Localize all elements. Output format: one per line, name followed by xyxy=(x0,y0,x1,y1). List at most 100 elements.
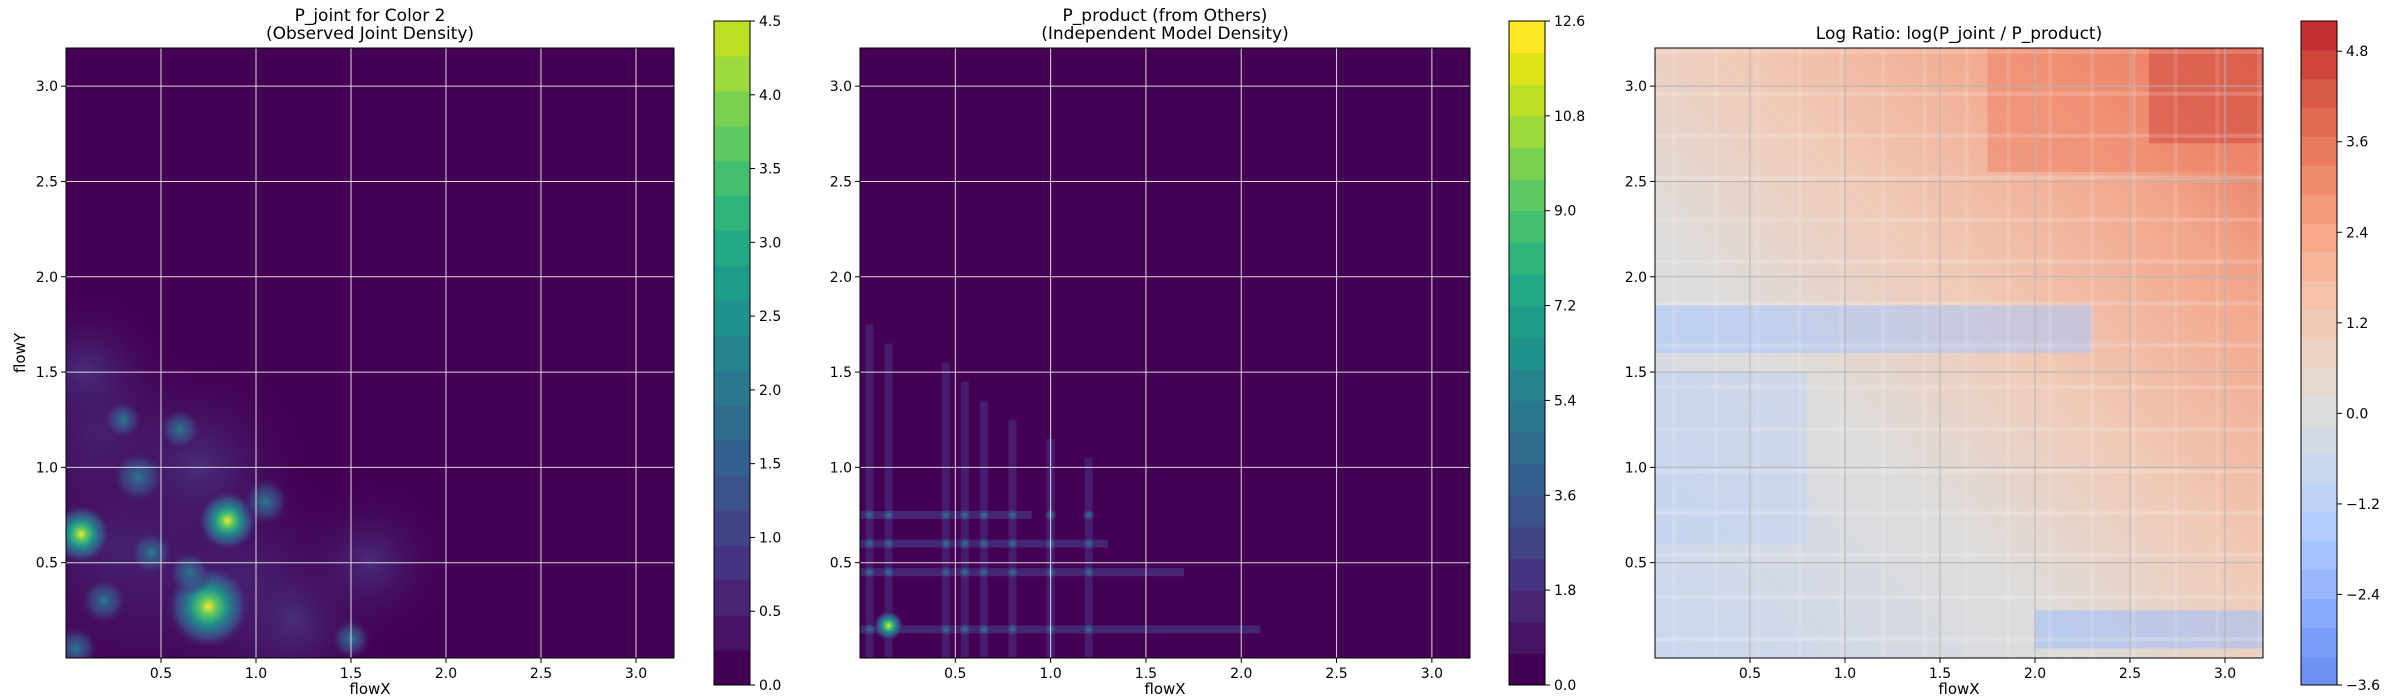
y-axis: 0.5 1.0 1.5 2.0 2.5 3.0 xyxy=(36,79,66,572)
density-column xyxy=(884,343,893,658)
colorbar-band xyxy=(2301,338,2337,368)
x-axis-label: flowX xyxy=(1938,680,1979,698)
colorbar-tick-label: 0.5 xyxy=(759,604,781,620)
colorbar-band xyxy=(2301,598,2337,628)
colorbar-band xyxy=(714,405,750,441)
colorbar-band xyxy=(714,300,750,337)
density-hotspot xyxy=(66,624,100,658)
y-axis: 0.5 1.0 1.5 2.0 2.5 3.0 xyxy=(830,79,860,572)
colorbar-band xyxy=(1509,526,1545,560)
y-tick-label: 0.5 xyxy=(36,556,58,572)
x-tick-label: 2.0 xyxy=(1230,666,1252,682)
colorbar-band xyxy=(2301,49,2337,80)
colorbar-band xyxy=(1509,653,1545,686)
y-tick-label: 2.0 xyxy=(36,270,58,286)
x-tick-label: 0.5 xyxy=(150,666,172,682)
chart-title-line1: P_joint for Color 2 xyxy=(295,6,446,26)
density-cell xyxy=(976,622,991,637)
y-axis: 0.5 1.0 1.5 2.0 2.5 3.0 xyxy=(1625,79,1655,572)
colorbar-ticks: 0.0 0.5 1.0 1.5 2.0 2.5 3.0 3.5 4.0 4.5 xyxy=(750,14,781,694)
panel-log-ratio: 0.5 1.0 1.5 2.0 2.5 3.0 0.5 1.0 1.5 2.0 2.5 3.0 Lo… xyxy=(1625,20,2380,698)
x-axis-label: flowX xyxy=(1144,680,1185,698)
colorbar-band xyxy=(2301,396,2337,426)
colorbar-band xyxy=(2301,540,2337,571)
density-cell xyxy=(976,536,991,551)
x-axis: 0.5 1.0 1.5 2.0 2.5 3.0 xyxy=(944,658,1443,682)
density-hotspot xyxy=(240,476,291,528)
x-tick-label: 1.5 xyxy=(1135,666,1157,682)
x-tick-label: 0.5 xyxy=(1739,666,1761,682)
colorbar-tick-label: 4.5 xyxy=(759,14,781,30)
colorbar-band xyxy=(714,55,750,92)
colorbar-tick-label: 12.6 xyxy=(1554,14,1585,30)
y-tick-label: 3.0 xyxy=(1625,79,1647,95)
colorbar-band xyxy=(714,510,750,546)
colorbar-band xyxy=(2301,280,2337,311)
colorbar-band xyxy=(714,230,750,267)
x-tick-label: 3.0 xyxy=(625,666,647,682)
y-tick-label: 1.0 xyxy=(1625,460,1647,476)
colorbar-band xyxy=(714,195,750,232)
colorbar-band xyxy=(2301,454,2337,484)
density-cell xyxy=(957,508,972,523)
x-tick-label: 1.0 xyxy=(1834,666,1856,682)
colorbar-tick-label: 10.8 xyxy=(1554,109,1585,125)
y-tick-label: 0.5 xyxy=(830,556,852,572)
colorbar-band xyxy=(2301,21,2337,51)
colorbar-band xyxy=(714,545,750,581)
colorbar-band xyxy=(714,440,750,476)
x-tick-label: 2.0 xyxy=(2024,666,2046,682)
colorbar-band xyxy=(714,335,750,371)
colorbar-band xyxy=(2301,656,2337,686)
colorbar-band xyxy=(2301,309,2337,340)
colorbar-band xyxy=(2301,569,2337,599)
positive-region xyxy=(2149,48,2263,144)
colorbar-band xyxy=(1509,242,1545,275)
colorbar-band xyxy=(714,265,750,302)
colorbar-tick-label: 0.0 xyxy=(759,678,781,694)
panel-product-density: 0.5 1.0 1.5 2.0 2.5 3.0 0.5 1.0 1.5 2.0 2.5 3.0 P_… xyxy=(830,6,1586,698)
density-hotspot xyxy=(157,406,203,452)
colorbar-tick-label: 0.0 xyxy=(2346,406,2368,422)
density-hotspot xyxy=(127,529,176,578)
colorbar-band xyxy=(714,125,750,162)
y-tick-label: 2.5 xyxy=(830,174,852,190)
colorbar-band xyxy=(714,370,750,406)
y-tick-label: 1.5 xyxy=(1625,365,1647,381)
colorbar-band xyxy=(1509,210,1545,243)
grid xyxy=(66,48,674,658)
colorbar-tick-label: 2.4 xyxy=(2346,225,2368,241)
panel-joint-density: 0.5 1.0 1.5 2.0 2.5 3.0 0.5 1.0 1.5 2.0 2.5 3.0 P_… xyxy=(11,6,781,698)
density-cell xyxy=(1005,622,1020,637)
density-row xyxy=(860,568,1185,577)
colorbar-tick-label: 0.0 xyxy=(1554,678,1576,694)
density-hotspot xyxy=(166,548,213,596)
density-cell xyxy=(881,536,896,551)
density-cell xyxy=(1081,508,1096,523)
colorbar-band xyxy=(2301,78,2337,109)
density-hotspot xyxy=(79,576,129,626)
colorbar-tick-label: 1.0 xyxy=(759,530,781,546)
x-tick-label: 1.5 xyxy=(1929,666,1951,682)
x-tick-label: 1.5 xyxy=(340,666,362,682)
y-tick-label: 2.5 xyxy=(36,174,58,190)
density-cell xyxy=(957,622,972,637)
colorbar-band xyxy=(2301,165,2337,195)
negative-region xyxy=(1655,372,1807,544)
colorbar-tick-label: 9.0 xyxy=(1554,204,1576,220)
density-hotspot xyxy=(102,399,144,441)
x-tick-label: 1.0 xyxy=(245,666,267,682)
chart-title: Log Ratio: log(P_joint / P_product) xyxy=(1816,24,2102,44)
x-tick-label: 2.5 xyxy=(2119,666,2141,682)
colorbar-tick-label: −2.4 xyxy=(2346,587,2380,603)
colorbar-band xyxy=(714,475,750,511)
density-column xyxy=(865,324,874,658)
y-tick-label: 1.0 xyxy=(830,460,852,476)
density-cell xyxy=(976,508,991,523)
density-cell xyxy=(881,565,896,580)
colorbar-band xyxy=(1509,400,1545,433)
colorbar-band xyxy=(1509,368,1545,401)
colorbar-band xyxy=(2301,482,2337,513)
density-column xyxy=(979,400,988,658)
negative-region xyxy=(2035,610,2263,649)
